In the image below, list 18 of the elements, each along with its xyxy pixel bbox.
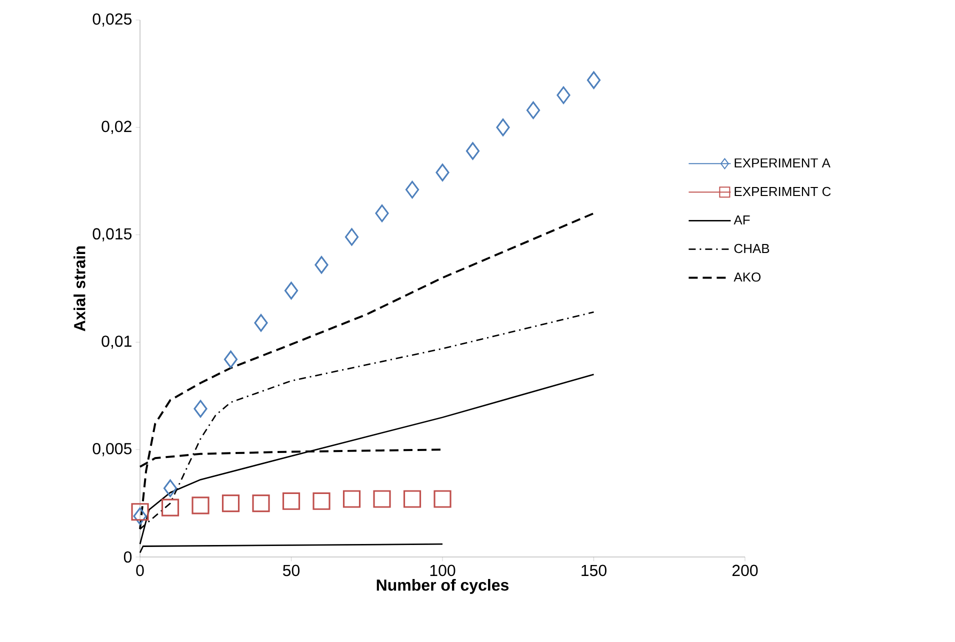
x-tick-label: 50	[283, 564, 300, 576]
y-tick-label: 0,02	[102, 120, 132, 134]
x-tick-label: 200	[732, 564, 758, 576]
y-tick-label: 0,025	[92, 13, 132, 27]
y-tick-label: 0,005	[92, 442, 132, 456]
legend-label: AF	[734, 215, 750, 224]
x-tick-label: 0	[136, 564, 144, 576]
legend-label: AKO	[734, 272, 761, 282]
legend-label: EXPERIMENT A	[734, 158, 830, 168]
y-tick-label: 0,01	[102, 336, 132, 349]
legend-label: CHAB	[734, 244, 770, 254]
y-tick-label: 0	[124, 551, 132, 563]
y-tick-label: 0,015	[92, 228, 132, 242]
y-axis-title: Axial strain	[74, 246, 86, 332]
x-tick-label: 100	[430, 564, 456, 576]
x-tick-label: 150	[582, 564, 606, 576]
legend-label: EXPERIMENT C	[734, 186, 831, 196]
x-axis-title: Number of cycles	[376, 578, 509, 594]
